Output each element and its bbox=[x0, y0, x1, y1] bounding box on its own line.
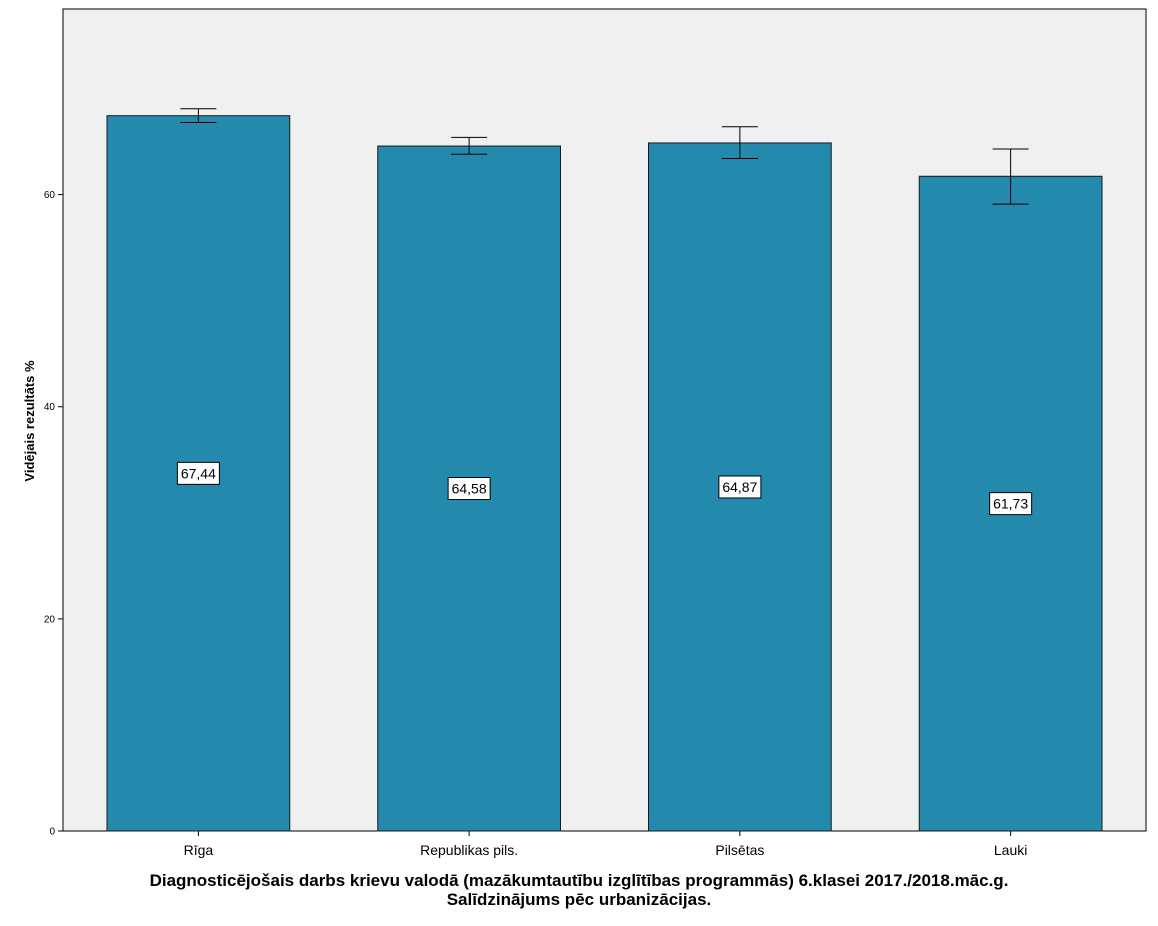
x-tick-label: Lauki bbox=[994, 842, 1027, 858]
data-label-box bbox=[718, 475, 762, 499]
data-label-box bbox=[447, 477, 491, 501]
y-tick-label: 0 bbox=[49, 827, 55, 838]
x-tick-label: Pilsētas bbox=[715, 842, 764, 858]
y-tick-label: 20 bbox=[44, 614, 56, 625]
x-tick-label: Rīga bbox=[184, 842, 214, 858]
y-tick-label: 60 bbox=[44, 190, 56, 201]
y-tick-label: 40 bbox=[44, 402, 56, 413]
x-tick-label: Republikas pils. bbox=[420, 842, 518, 858]
data-label: 64,58 bbox=[452, 481, 487, 497]
data-label: 64,87 bbox=[722, 479, 757, 495]
data-label: 61,73 bbox=[993, 496, 1028, 512]
data-label-box bbox=[989, 492, 1033, 516]
y-axis-title: Vidējais rezultāts % bbox=[22, 360, 37, 482]
data-label: 67,44 bbox=[181, 465, 216, 481]
data-label-box bbox=[176, 461, 220, 485]
x-axis-title-line2: Salīdzinājums pēc urbanizācijas. bbox=[446, 890, 712, 909]
x-axis-title-line1: Diagnosticējošais darbs krievu valodā (m… bbox=[149, 871, 1009, 890]
